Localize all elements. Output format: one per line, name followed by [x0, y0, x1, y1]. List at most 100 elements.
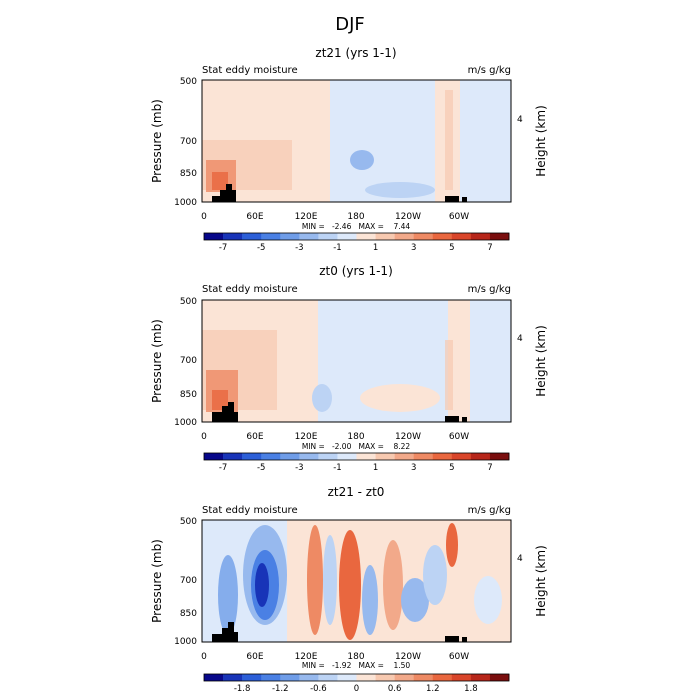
colorbar-cell	[242, 233, 262, 240]
colorbar-cell	[223, 233, 243, 240]
colorbar-label: -7	[219, 463, 227, 473]
ytick-right-label: 4	[517, 334, 523, 344]
colorbar-border	[203, 673, 510, 682]
panel-1-left-label: Stat eddy moisture	[202, 65, 298, 76]
colorbar-label: 1	[373, 463, 378, 473]
colorbar-label: -7	[219, 243, 227, 253]
panel-2-y-ticks: 500 700 850 1000 4	[174, 297, 523, 428]
ytick-right-label: 4	[517, 554, 523, 564]
colorbar-label: 0.6	[388, 684, 402, 694]
colorbar-cell	[413, 453, 434, 460]
colorbar-cell	[299, 674, 319, 681]
colorbar-cell	[394, 233, 414, 240]
colorbar-cell	[356, 674, 376, 681]
ytick-label: 1000	[174, 418, 197, 428]
ytick-right-label: 4	[517, 115, 523, 125]
colorbar-cell	[451, 674, 472, 681]
colorbar-border	[203, 452, 510, 461]
colorbar-cell	[356, 453, 376, 460]
colorbar-cell	[204, 233, 224, 240]
panel-2-stats: MIN = -2.00 MAX = 8.22	[302, 442, 411, 451]
xtick-label: 60W	[449, 432, 469, 442]
colorbar-cell	[413, 233, 434, 240]
colorbar-label: 5	[449, 243, 454, 253]
panel-1-plot	[201, 79, 512, 203]
xtick-label: 180	[347, 212, 364, 222]
panel-2-left-label: Stat eddy moisture	[202, 284, 298, 295]
xtick-label: 60W	[449, 212, 469, 222]
xtick-label: 60W	[449, 652, 469, 662]
panel-1: zt21 (yrs 1-1) Stat eddy moisture m/s g/…	[150, 46, 548, 253]
ytick-label: 850	[180, 609, 197, 619]
colorbar-label: -1	[333, 463, 341, 473]
colorbar-cell	[413, 674, 434, 681]
colorbar-cell	[299, 233, 319, 240]
panel-3-right-label: m/s g/kg	[468, 505, 511, 516]
ytick-label: 700	[180, 137, 197, 147]
colorbar-cell	[394, 674, 414, 681]
xtick-label: 0	[201, 432, 207, 442]
panel-3-ylabel-right: Height (km)	[534, 545, 548, 616]
xtick-label: 120E	[295, 652, 318, 662]
colorbar-cell	[299, 453, 319, 460]
colorbar-label: 0	[354, 684, 359, 694]
colorbar-label: 1.8	[464, 684, 478, 694]
colorbar-label: 7	[487, 243, 492, 253]
xtick-label: 120W	[395, 212, 421, 222]
panel-3-x-ticks: 0 60E 120E 180 120W 60W	[201, 652, 469, 662]
colorbar-cell	[375, 233, 395, 240]
colorbar-cell	[489, 674, 510, 681]
xtick-label: 60E	[246, 652, 263, 662]
ytick-label: 500	[180, 517, 197, 527]
colorbar-cell	[204, 453, 224, 460]
colorbar-cell	[451, 453, 472, 460]
xtick-label: 0	[201, 652, 207, 662]
xtick-label: 180	[347, 432, 364, 442]
panel-3-ylabel: Pressure (mb)	[150, 539, 164, 623]
panel-3-title: zt21 - zt0	[328, 485, 385, 499]
ytick-label: 500	[180, 297, 197, 307]
colorbar-cell	[375, 674, 395, 681]
ytick-label: 700	[180, 356, 197, 366]
panel-2-ylabel: Pressure (mb)	[150, 319, 164, 403]
colorbar-label: -0.6	[310, 684, 327, 694]
colorbar-label: -5	[257, 463, 265, 473]
panel-1-ylabel-right: Height (km)	[534, 105, 548, 176]
xtick-label: 60E	[246, 212, 263, 222]
panel-3-stats: MIN = -1.92 MAX = 1.50	[302, 661, 411, 670]
colorbar-cell	[470, 674, 491, 681]
colorbar-cell	[261, 674, 281, 681]
colorbar-label: 5	[449, 463, 454, 473]
colorbar-label: -1.2	[272, 684, 289, 694]
colorbar-label: 1.2	[426, 684, 440, 694]
colorbar-cell	[394, 453, 414, 460]
ytick-label: 850	[180, 169, 197, 179]
colorbar-cell	[470, 453, 491, 460]
colorbar-cell	[337, 233, 357, 240]
colorbar-cell	[280, 674, 300, 681]
panel-2-ylabel-right: Height (km)	[534, 325, 548, 396]
colorbar-cell	[204, 674, 224, 681]
colorbar-cell	[261, 233, 281, 240]
colorbar-cell	[242, 674, 262, 681]
ytick-label: 1000	[174, 198, 197, 208]
colorbar-label: -5	[257, 243, 265, 253]
panel-1-ylabel: Pressure (mb)	[150, 99, 164, 183]
panel-3-left-label: Stat eddy moisture	[202, 505, 298, 516]
colorbar-cell	[337, 453, 357, 460]
panel-1-stats: MIN = -2.46 MAX = 7.44	[302, 222, 411, 231]
xtick-label: 120E	[295, 212, 318, 222]
colorbar-label: 3	[411, 463, 416, 473]
colorbar-label: -3	[295, 463, 303, 473]
colorbar-label: 1	[373, 243, 378, 253]
colorbar-cell	[451, 233, 472, 240]
colorbar-cell	[432, 453, 453, 460]
colorbar-label: -1.8	[234, 684, 251, 694]
colorbar-cell	[432, 674, 453, 681]
colorbar-cell	[280, 453, 300, 460]
colorbar-cell	[489, 453, 510, 460]
colorbar-border	[203, 232, 510, 241]
panel-2-x-ticks: 0 60E 120E 180 120W 60W	[201, 432, 469, 442]
panel-2-colorbar: -7 -5 -3 -1 1 3 5 7	[203, 452, 510, 473]
ytick-label: 850	[180, 390, 197, 400]
